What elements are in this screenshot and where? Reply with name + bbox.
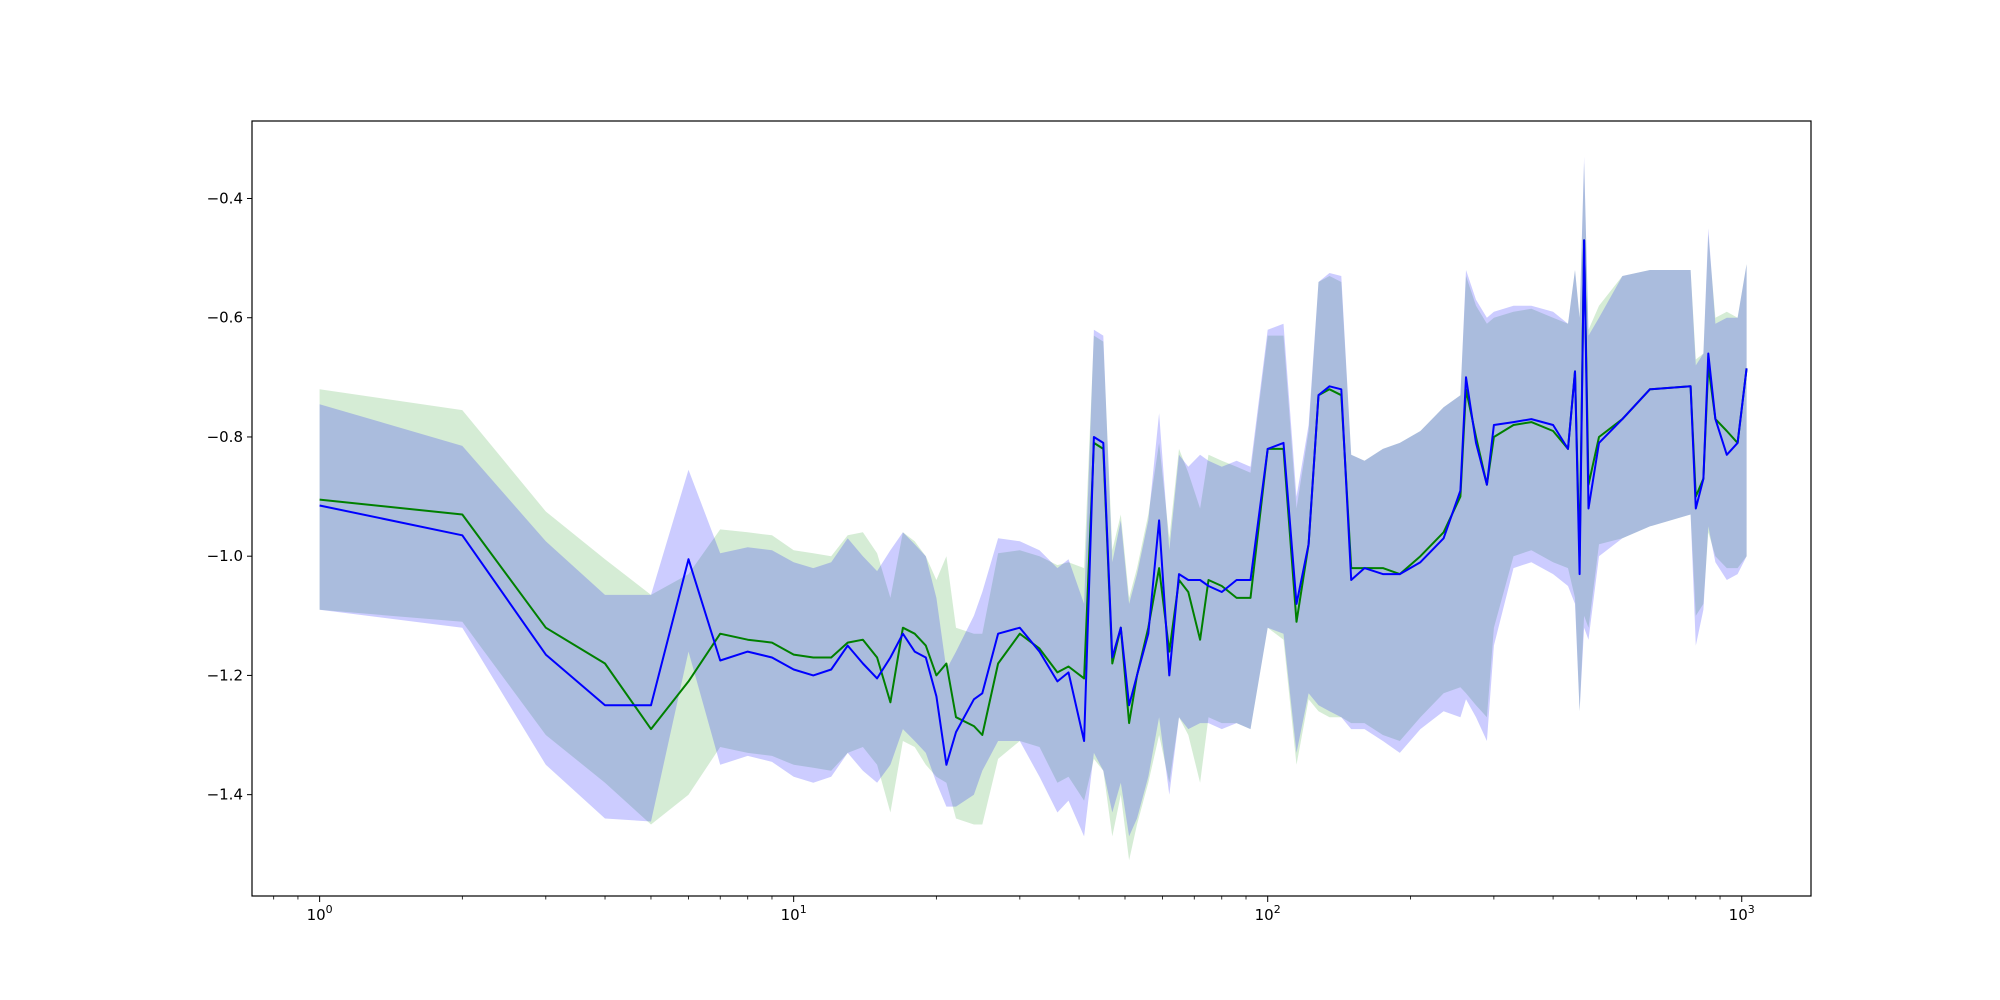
x-tick-base: 10: [1729, 906, 1748, 924]
x-tick-label: 101: [781, 903, 807, 924]
confidence-band-1: [319, 162, 1747, 861]
x-tick-exponent: 3: [1748, 903, 1755, 916]
series-line-2: [319, 239, 1748, 766]
x-tick-label: 102: [1255, 903, 1281, 924]
x-tick-base: 10: [307, 906, 326, 924]
plot-area: [319, 156, 1748, 861]
y-tick-label: −0.4: [207, 190, 243, 208]
x-tick-label: 103: [1729, 903, 1755, 924]
x-axis: 100 101 102 103: [273, 896, 1755, 924]
x-tick-exponent: 1: [800, 903, 807, 916]
x-tick-base: 10: [1255, 906, 1274, 924]
x-tick-base: 10: [781, 906, 800, 924]
y-tick-label: −1.0: [207, 547, 243, 565]
x-tick-label: 100: [307, 903, 333, 924]
x-tick-exponent: 0: [326, 903, 333, 916]
y-tick-label: −1.4: [207, 786, 243, 804]
y-axis: −0.4 −0.6 −0.8 −1.0 −1.2 −1.4: [207, 190, 252, 804]
x-tick-exponent: 2: [1274, 903, 1281, 916]
y-tick-label: −1.2: [207, 666, 243, 684]
axes-frame: [251, 120, 1812, 897]
y-tick-label: −0.6: [207, 309, 243, 327]
confidence-band-2: [319, 156, 1747, 837]
y-tick-label: −0.8: [207, 428, 243, 446]
